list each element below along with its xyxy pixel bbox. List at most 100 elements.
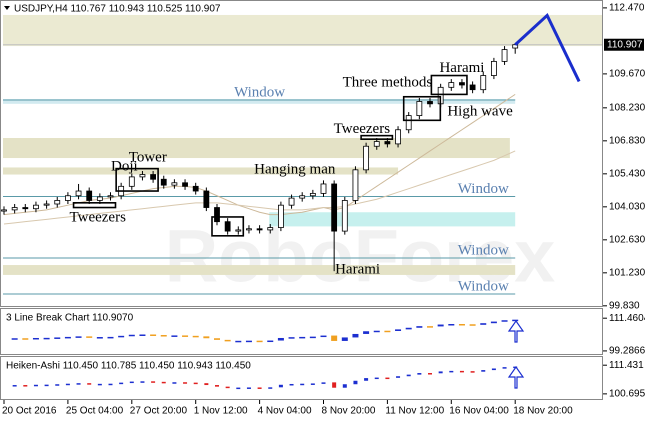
candle-body [277, 204, 284, 228]
heiken-ashi-bar [76, 383, 81, 385]
heiken-ashi-bar [406, 374, 411, 377]
y-tick-label: 108.230 [609, 102, 645, 113]
candle-body [490, 60, 497, 76]
x-tick-label: 25 Oct 04:00 [66, 406, 124, 417]
pattern-box [360, 134, 394, 140]
line-break-brick [458, 324, 465, 326]
candle-body [235, 229, 242, 232]
x-tick-label: 8 Nov 20:00 [322, 406, 376, 417]
window-label: Window [458, 181, 509, 197]
panel-title: 3 Line Break Chart 110.9070 [6, 313, 134, 324]
line-break-brick [384, 330, 391, 333]
zone [269, 212, 516, 227]
heiken-ashi-bar [459, 370, 464, 373]
heiken-ashi-bar [396, 376, 401, 378]
line-break-brick [245, 340, 252, 343]
heiken-ashi-bar [97, 383, 102, 386]
heiken-ashi-bar [481, 370, 486, 372]
heiken-ashi-bar [438, 371, 443, 374]
heiken-ashi-bar [300, 383, 305, 386]
line-break-brick [288, 337, 295, 339]
heiken-ashi-bar [12, 385, 17, 387]
zone [3, 167, 399, 175]
candle-body [363, 145, 370, 171]
candle-body [160, 178, 167, 186]
candle-body [139, 174, 146, 178]
pattern-label: Harami [335, 261, 380, 277]
pattern-label: Tower [129, 149, 167, 165]
pattern-label: Tweezers [334, 121, 391, 137]
menu-triangle [4, 6, 10, 10]
candle-body [373, 141, 380, 147]
pattern-label: Hanging man [254, 161, 336, 177]
x-tick-label: 20 Oct 2016 [2, 406, 57, 417]
line-break-brick [352, 333, 359, 338]
candle-body [448, 82, 455, 88]
y-tick-label: 104.030 [609, 201, 645, 212]
line-break-brick [256, 340, 263, 343]
line-break-brick [160, 335, 167, 337]
heiken-ashi-bar [385, 377, 390, 380]
candle-body [512, 44, 519, 49]
x-tick-label: 4 Nov 04:00 [258, 406, 312, 417]
candle-body [459, 82, 465, 86]
candle-body [192, 185, 199, 192]
line-break-brick [214, 338, 220, 340]
y-tick-label: 99.2866 [609, 346, 645, 357]
candle-body [501, 49, 508, 62]
line-break-brick [11, 338, 18, 340]
candle-body [299, 195, 306, 199]
line-break-brick [224, 339, 231, 342]
chart-title: USDJPY,H4 110.767 110.943 110.525 110.90… [14, 4, 221, 15]
x-tick-label: 27 Oct 20:00 [130, 406, 188, 417]
line-break-brick [395, 329, 402, 331]
heiken-ashi-bar [236, 387, 241, 390]
candle-body [182, 182, 188, 187]
candle-body [11, 207, 18, 211]
heiken-ashi-bar [33, 384, 38, 387]
heiken-ashi-bar [172, 382, 177, 384]
pattern-label: Doji [111, 158, 138, 174]
line-break-brick [171, 335, 178, 337]
candle-body [203, 190, 210, 208]
line-break-brick [320, 335, 327, 338]
zone [3, 99, 516, 104]
line-break-brick [22, 338, 29, 340]
line-break-brick [363, 331, 370, 334]
line-break-brick [203, 336, 210, 339]
heiken-ashi-bar [449, 370, 454, 373]
line-break-brick [75, 336, 82, 338]
y-tick-label: 109.670 [609, 69, 645, 80]
heiken-ashi-bar [321, 382, 326, 384]
candle-body [341, 200, 348, 232]
heiken-ashi-bar [342, 384, 347, 388]
line-break-brick [54, 337, 61, 339]
heiken-ashi-bar [161, 381, 166, 384]
heiken-ashi-bar [353, 380, 358, 385]
moving-average [3, 150, 516, 225]
heiken-ashi-bar [470, 371, 475, 373]
line-break-brick [480, 323, 487, 325]
candle-body [171, 182, 178, 186]
candle-body [416, 101, 423, 117]
line-break-brick [277, 337, 284, 341]
signal-arrow [507, 319, 525, 343]
line-break-brick [405, 327, 412, 330]
heiken-ashi-bar [268, 387, 273, 389]
heiken-ashi-bar [44, 384, 49, 387]
y-tick-label: 100.695 [609, 389, 645, 400]
y-tick-label: 102.630 [609, 234, 645, 245]
heiken-ashi-bar [140, 381, 145, 383]
line-break-brick [469, 324, 476, 326]
y-tick-label: 101.230 [609, 267, 645, 278]
line-break-brick [64, 336, 71, 339]
line-break-brick [235, 340, 242, 343]
candle-body [352, 169, 359, 201]
candle-body [128, 176, 135, 187]
candle-body [405, 115, 412, 131]
heiken-ashi-bar [119, 382, 124, 385]
y-tick-label: 99.830 [609, 300, 640, 311]
heiken-ashi-bar [428, 373, 432, 375]
heiken-ashi-bar [129, 381, 134, 384]
